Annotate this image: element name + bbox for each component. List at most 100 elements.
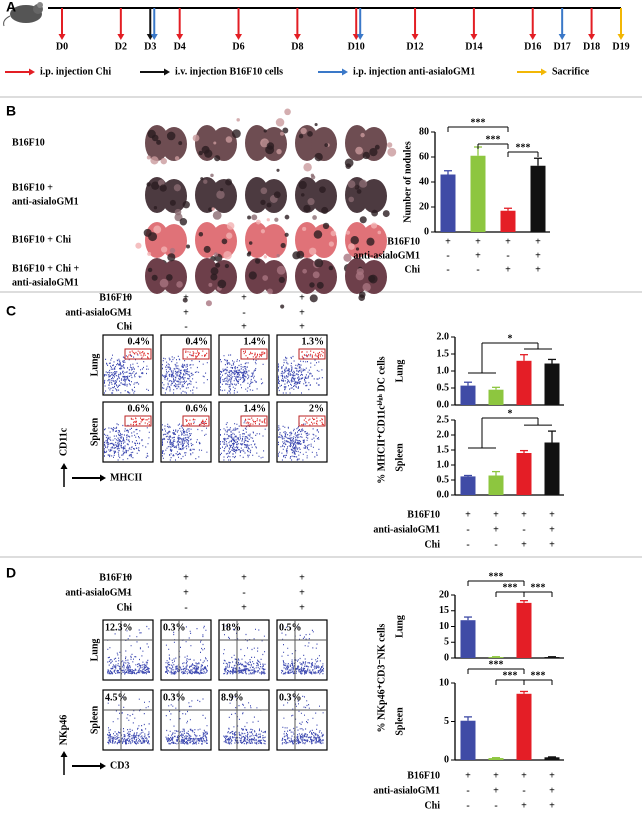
event-arrow-head [617, 34, 625, 40]
condition-sign: - [466, 524, 469, 535]
condition-sign: - [126, 602, 129, 613]
flow-dots [278, 422, 320, 461]
shared-y-label: % NKp46⁺CD3⁻NK cells [376, 623, 387, 732]
condition-sign: + [549, 539, 555, 550]
condition-label: anti-asialoGM1 [353, 250, 420, 261]
lung-spot [298, 133, 304, 139]
y-tick-label: 0.5 [437, 382, 450, 393]
condition-sign: + [493, 509, 499, 520]
lung-spot [359, 216, 367, 224]
lung-photo [145, 125, 187, 165]
condition-sign: + [549, 770, 555, 781]
condition-sign: + [299, 307, 305, 318]
lung-spot [274, 217, 279, 222]
condition-sign: + [549, 524, 555, 535]
y-tick-label: 1.5 [437, 444, 450, 455]
condition-sign: - [242, 307, 245, 318]
lung-spot [156, 139, 162, 145]
sig-label: *** [489, 659, 504, 670]
flow-dots [107, 696, 150, 745]
y-marker-label: CD11c [58, 427, 69, 456]
gated-dots [245, 417, 266, 426]
event-arrow-head [58, 34, 66, 40]
panel-letter: A [6, 0, 16, 15]
y-axis-label: Lung [394, 360, 405, 383]
condition-label: B16F10 [99, 292, 132, 303]
lung-spot [167, 253, 176, 262]
lung-spot [263, 255, 268, 259]
gate [298, 415, 326, 427]
condition-sign: + [549, 785, 555, 796]
gate [124, 415, 152, 427]
y-axis-label: Spleen [394, 443, 405, 472]
lung-spot [266, 142, 275, 150]
y-tick-label: 5 [444, 637, 449, 648]
condition-sign: + [465, 770, 471, 781]
lung-spot [147, 267, 153, 273]
day-label: D8 [291, 41, 303, 52]
gated-dots [301, 350, 324, 359]
condition-sign: - [476, 264, 479, 275]
lung-spot [225, 178, 233, 186]
lung-photo [182, 173, 237, 220]
marker-arrow-head [100, 762, 106, 770]
lung-photo [245, 215, 287, 264]
lung-spot [302, 268, 307, 274]
flow-dots [165, 625, 208, 675]
event-arrow-head [235, 34, 243, 40]
panel-letter: D [6, 565, 16, 581]
event-arrow-head [176, 34, 184, 40]
lung-spot [248, 271, 257, 280]
lung-photo [195, 252, 237, 307]
lung-spot [151, 274, 158, 281]
condition-sign: + [549, 509, 555, 520]
sig-label: * [508, 408, 513, 419]
sig-label: * [508, 333, 513, 344]
lung-lobe [361, 179, 387, 213]
lung-spot [278, 276, 285, 284]
bar [516, 693, 532, 760]
lung-spot [366, 237, 375, 246]
lung-spot [203, 245, 211, 253]
lung-spot [328, 241, 335, 247]
lung-spot [307, 131, 313, 137]
gate-percent: 4.5% [105, 692, 128, 703]
lung-lobe [161, 260, 187, 294]
gate-percent: 0.4% [128, 336, 151, 347]
y-tick-label: 0.5 [437, 474, 450, 485]
gated-dots [243, 350, 266, 359]
condition-sign: - [126, 307, 129, 318]
condition-label: anti-asialoGM1 [373, 524, 440, 535]
bar [488, 657, 504, 658]
lung-spot [350, 236, 359, 245]
lung-spot [214, 155, 221, 162]
lung-spot [371, 209, 378, 217]
y-tick-label: 1.0 [437, 459, 450, 470]
gate-percent: 0.4% [186, 336, 209, 347]
lung-spot [362, 283, 371, 292]
lung-spot [276, 148, 282, 155]
lung-spot [312, 215, 317, 220]
lung-spot [211, 207, 215, 211]
lung-spot [169, 199, 176, 206]
condition-label: B16F10 [387, 236, 420, 247]
condition-sign: + [521, 770, 527, 781]
y-tick-label: 40 [419, 176, 429, 187]
marker-arrow-head [60, 751, 68, 757]
lung-spot [198, 232, 204, 237]
condition-sign: + [465, 509, 471, 520]
lung-photo [245, 168, 290, 222]
y-tick-label: 2.0 [437, 429, 450, 440]
lung-spot [178, 141, 183, 146]
lung-photo [195, 207, 237, 262]
condition-sign: - [522, 785, 525, 796]
group-label: B16F10 + Chi + [12, 263, 80, 274]
lung-spot [226, 222, 235, 230]
gate-percent: 0.6% [186, 403, 209, 414]
condition-sign: + [299, 602, 305, 613]
lung-spot [151, 134, 159, 142]
bar [488, 389, 504, 405]
lung-spot [220, 188, 224, 192]
day-label: D4 [174, 41, 186, 52]
y-tick-label: 20 [419, 201, 429, 212]
